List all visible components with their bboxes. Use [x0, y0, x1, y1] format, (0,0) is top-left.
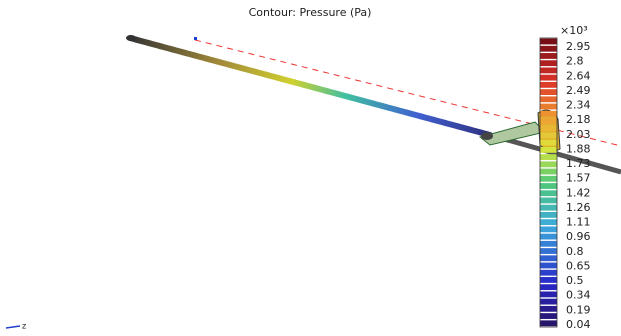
colorbar-tick-label: 2.95	[566, 40, 591, 53]
colorbar-band	[540, 299, 557, 305]
colorbar-band	[540, 147, 557, 153]
colorbar-band	[540, 68, 557, 74]
colorbar-band	[540, 104, 557, 110]
title: Contour: Pressure (Pa)	[249, 6, 372, 19]
colorbar-band	[540, 313, 557, 319]
colorbar-tick-label: 0.8	[566, 245, 584, 258]
colorbar-band	[540, 183, 557, 189]
bracket-hole	[481, 132, 493, 140]
colorbar-band	[540, 277, 557, 283]
colorbar-band	[540, 291, 557, 297]
pipe	[130, 38, 490, 135]
colorbar-band	[540, 89, 557, 95]
colorbar-tick-label: 0.5	[566, 274, 584, 287]
colorbar-band	[540, 111, 557, 117]
colorbar-tick-label: 2.34	[566, 99, 591, 112]
viewport: Contour: Pressure (Pa) ×10³ 2.95 2.82.64 2…	[0, 0, 621, 336]
colorbar-band	[540, 82, 557, 88]
colorbar-tick-label: 0.19	[566, 303, 591, 316]
colorbar-band	[540, 226, 557, 232]
colorbar-band	[540, 198, 557, 204]
colorbar-band	[540, 205, 557, 211]
colorbar-band	[540, 176, 557, 182]
colorbar-band	[540, 96, 557, 102]
colorbar-tick-label: 0.96	[566, 230, 591, 243]
colorbar-band	[540, 169, 557, 175]
colorbar-tick-label: 1.11	[566, 216, 591, 229]
colorbar-band	[540, 39, 557, 45]
colorbar-tick-label: 2.49	[566, 84, 591, 97]
colorbar-tick-label: 1.88	[566, 142, 591, 155]
colorbar-band	[540, 255, 557, 261]
colorbar-tick-label: 2.03	[566, 128, 591, 141]
colorbar-band	[540, 154, 557, 160]
colorbar-band	[540, 75, 557, 81]
colorbar-frame	[540, 38, 557, 327]
colorbar-tick-label: 1.26	[566, 201, 591, 214]
axis-triad	[6, 326, 20, 328]
colorbar-tick-label: 1.73	[566, 157, 591, 170]
colorbar-band	[540, 212, 557, 218]
colorbar-band	[540, 140, 557, 146]
colorbar-tick-label: 0.65	[566, 259, 591, 272]
colorbar-band	[540, 125, 557, 131]
colorbar-band	[540, 248, 557, 254]
colorbar-band	[540, 284, 557, 290]
marker	[194, 37, 197, 40]
colorbar-band	[540, 190, 557, 196]
colorbar-band	[540, 133, 557, 139]
colorbar-tick-label: 1.57	[566, 172, 591, 185]
colorbar-tick-label: 2.18	[566, 113, 591, 126]
colorbar-band	[540, 118, 557, 124]
axis-label: z	[22, 322, 26, 331]
colorbar-band	[540, 161, 557, 167]
colorbar-band	[540, 241, 557, 247]
colorbar-tick-label: 2.8	[566, 55, 584, 68]
colorbar-tick-label: 0.34	[566, 289, 591, 302]
colorbar-tick-label: 2.64	[566, 69, 591, 82]
colorbar-band	[540, 53, 557, 59]
colorbar-band	[540, 306, 557, 312]
colorbar-band	[540, 270, 557, 276]
pipe-end	[126, 35, 136, 41]
colorbar-tick-label: 1.42	[566, 186, 591, 199]
colorbar-tick-label: 0.04	[566, 318, 591, 331]
colorbar-band	[540, 263, 557, 269]
colorbar-multiplier: ×10³	[560, 24, 588, 37]
colorbar-band	[540, 46, 557, 52]
colorbar: 2.952.82.642.492.342.182.031.881.731.571…	[540, 38, 591, 331]
colorbar-band	[540, 320, 557, 326]
colorbar-band	[540, 234, 557, 240]
colorbar-band	[540, 60, 557, 66]
colorbar-band	[540, 219, 557, 225]
